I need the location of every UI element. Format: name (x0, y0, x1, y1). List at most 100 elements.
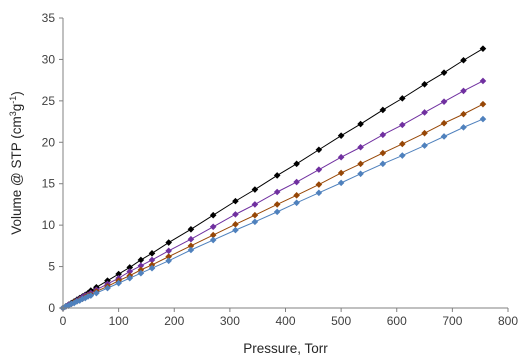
x-tick-label: 600 (387, 314, 407, 328)
data-point (379, 131, 387, 139)
data-point (460, 87, 467, 95)
data-point (137, 256, 145, 264)
data-point (440, 98, 448, 105)
series-line (62, 118, 484, 309)
series-2 (59, 77, 487, 312)
data-point (357, 120, 364, 128)
data-point (315, 181, 323, 188)
data-point (357, 160, 364, 168)
data-point (293, 199, 300, 207)
data-point (337, 169, 345, 177)
data-point (273, 201, 281, 208)
data-point (209, 211, 217, 219)
data-point (421, 109, 428, 116)
y-tick-label: 20 (42, 135, 56, 149)
data-point (293, 192, 300, 199)
series-4 (59, 115, 487, 312)
data-point (137, 262, 145, 270)
data-point (126, 264, 134, 271)
data-point (440, 133, 448, 140)
data-point (273, 208, 281, 216)
data-point (232, 221, 239, 228)
data-point (337, 179, 345, 187)
y-axis-title-superscript: 3 (8, 111, 18, 116)
y-axis-title: Volume @ STP (cm3g-1) (8, 91, 24, 235)
x-tick-labels: 0 100 200 300 400 500 600 700 800 (60, 308, 518, 328)
data-point (93, 289, 100, 297)
data-point (399, 140, 406, 148)
x-tick-label: 0 (60, 314, 67, 328)
data-point (187, 242, 195, 250)
data-point (293, 178, 300, 186)
data-point (479, 115, 487, 123)
data-point (209, 231, 217, 239)
data-point (148, 256, 156, 264)
data-point (87, 292, 95, 299)
y-tick-label: 25 (42, 94, 56, 108)
x-tick-label: 300 (220, 314, 240, 328)
y-axis-title-part: g (9, 104, 24, 112)
data-point (115, 270, 122, 278)
y-tick-labels: 0 5 10 15 20 25 30 35 (42, 11, 63, 315)
x-tick-label: 400 (275, 314, 295, 328)
data-point (148, 250, 156, 257)
data-point (399, 121, 406, 129)
data-point (399, 95, 406, 102)
series-line (62, 80, 484, 309)
data-point (232, 197, 239, 205)
data-point (273, 188, 281, 196)
data-point (104, 284, 111, 292)
data-point (337, 153, 345, 161)
data-point (379, 106, 387, 114)
series-line (62, 103, 484, 309)
x-axis-title: Pressure, Torr (243, 341, 328, 356)
data-point (68, 300, 75, 308)
data-point (165, 239, 172, 246)
y-axis-title-superscript: -1 (8, 96, 18, 104)
series-layer (59, 45, 487, 312)
data-point (187, 225, 195, 233)
data-point (379, 149, 387, 157)
y-axis-title-part: ) (9, 91, 24, 96)
data-point (104, 277, 111, 284)
data-point (232, 211, 239, 218)
data-point (232, 226, 239, 234)
data-point (315, 166, 323, 173)
data-point (148, 264, 156, 272)
data-point (251, 218, 259, 226)
data-point (479, 77, 487, 85)
data-point (273, 172, 281, 179)
data-point (209, 223, 217, 231)
x-tick-label: 500 (331, 314, 351, 328)
x-tick-label: 800 (498, 314, 518, 328)
x-tick-label: 200 (164, 314, 184, 328)
x-tick-label: 100 (109, 314, 129, 328)
y-tick-label: 35 (42, 11, 56, 25)
data-point (399, 152, 406, 159)
data-point (460, 124, 467, 131)
data-point (126, 268, 134, 275)
data-point (421, 129, 428, 137)
series-line (62, 48, 484, 309)
data-point (137, 269, 145, 277)
y-tick-label: 10 (42, 218, 56, 232)
data-point (293, 160, 300, 168)
data-point (337, 132, 345, 139)
data-point (421, 80, 428, 88)
data-point (115, 279, 122, 287)
data-point (357, 143, 364, 151)
data-point (460, 56, 467, 64)
data-point (251, 211, 259, 219)
data-point (165, 253, 172, 260)
data-point (315, 146, 323, 154)
data-point (251, 201, 259, 208)
data-point (187, 246, 195, 254)
y-tick-label: 0 (48, 301, 55, 315)
data-point (479, 100, 487, 108)
y-axis-title-part: Volume @ STP (cm (9, 116, 24, 235)
data-point (165, 247, 172, 255)
data-point (440, 119, 448, 127)
data-point (137, 266, 145, 274)
data-point (165, 257, 172, 265)
